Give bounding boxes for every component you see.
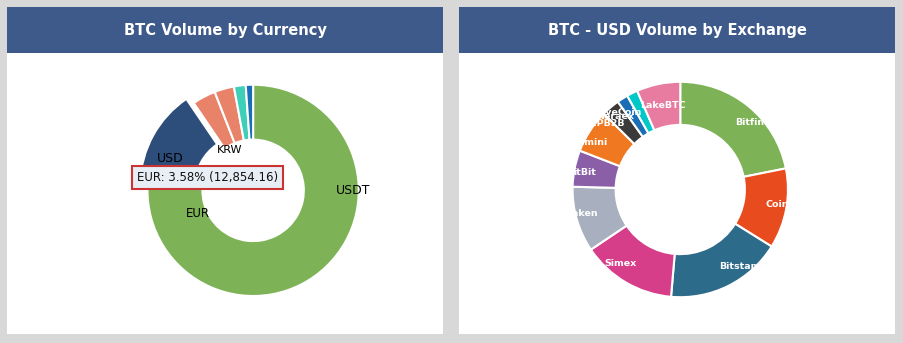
Text: Kraken: Kraken — [559, 209, 597, 218]
Text: P2PB2B: P2PB2B — [582, 119, 624, 128]
Wedge shape — [670, 224, 771, 297]
Text: EUR: EUR — [186, 207, 210, 220]
Text: LakeBTC: LakeBTC — [639, 100, 684, 110]
Text: Bitstamp: Bitstamp — [718, 262, 766, 271]
Text: BTC Volume by Currency: BTC Volume by Currency — [124, 23, 326, 37]
Text: Neraex: Neraex — [595, 112, 633, 121]
Wedge shape — [246, 85, 253, 140]
Text: Coinbase: Coinbase — [764, 200, 813, 210]
Wedge shape — [591, 226, 674, 297]
Wedge shape — [234, 85, 249, 141]
Text: KRW: KRW — [217, 145, 242, 155]
Text: Gemini: Gemini — [570, 138, 608, 147]
Wedge shape — [215, 86, 244, 143]
Wedge shape — [572, 151, 619, 188]
Wedge shape — [734, 168, 787, 247]
Wedge shape — [572, 187, 626, 250]
Wedge shape — [193, 92, 235, 149]
Wedge shape — [603, 102, 642, 144]
Wedge shape — [679, 82, 785, 177]
Text: Simex: Simex — [603, 259, 636, 268]
Text: itBit: itBit — [573, 168, 595, 177]
Text: Bitfinex: Bitfinex — [734, 118, 776, 127]
Wedge shape — [579, 114, 634, 166]
Wedge shape — [627, 91, 654, 133]
Text: USDT: USDT — [335, 184, 369, 197]
Text: EUR: 3.58% (12,854.16): EUR: 3.58% (12,854.16) — [136, 171, 278, 184]
Wedge shape — [617, 96, 647, 137]
Wedge shape — [637, 82, 679, 130]
Wedge shape — [140, 99, 217, 185]
Text: LiveCoin: LiveCoin — [596, 108, 641, 117]
Text: BTC - USD Volume by Exchange: BTC - USD Volume by Exchange — [547, 23, 805, 37]
Wedge shape — [147, 85, 358, 296]
Text: USD: USD — [156, 152, 183, 165]
